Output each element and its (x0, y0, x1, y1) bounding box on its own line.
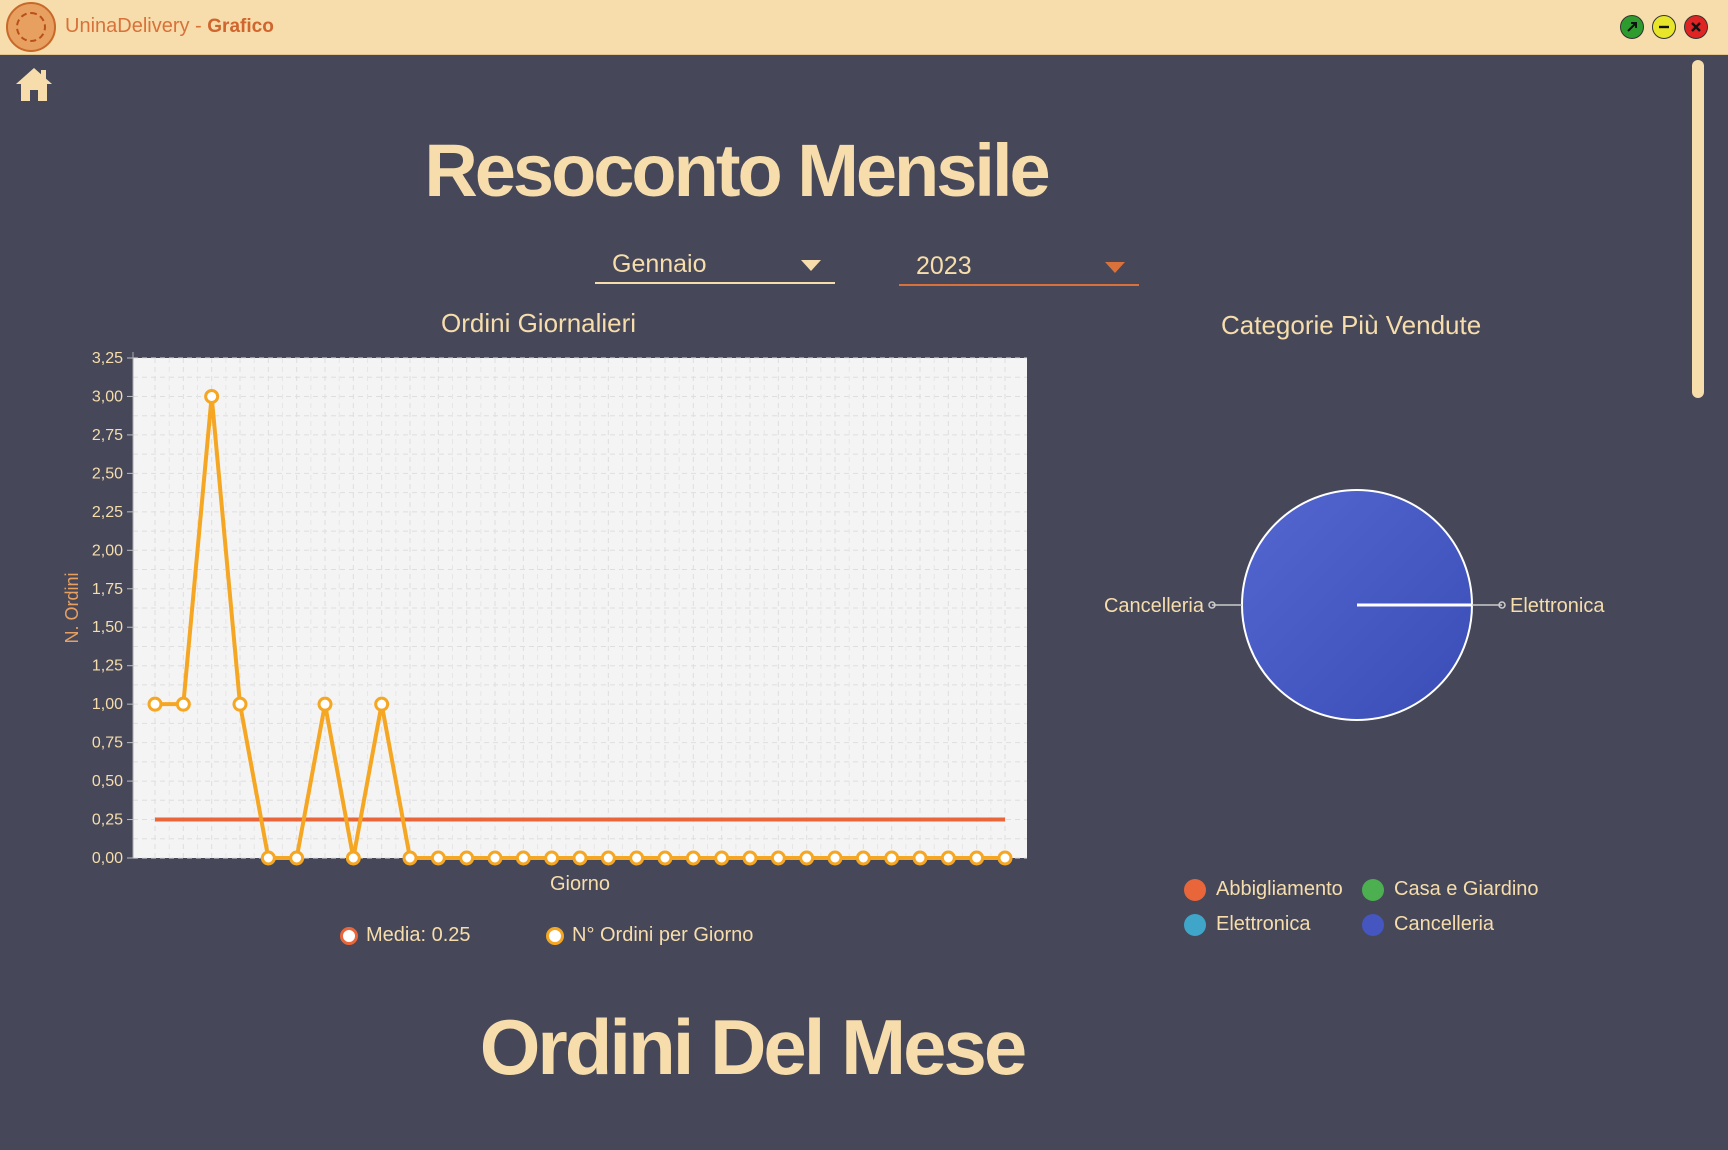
data-point (461, 852, 473, 864)
data-point (687, 852, 699, 864)
data-point (857, 852, 869, 864)
close-button[interactable] (1684, 15, 1708, 39)
maximize-button[interactable] (1620, 15, 1644, 39)
chevron-down-icon (1105, 262, 1125, 273)
pie-legend-label: Abbigliamento (1216, 878, 1343, 901)
legend-swatch (1362, 879, 1384, 901)
data-point (177, 698, 189, 710)
legend-orders-label: N° Ordini per Giorno (572, 924, 753, 947)
window-title: UninaDelivery - Grafico (65, 15, 274, 38)
data-point (914, 852, 926, 864)
y-axis-label: N. Ordini (62, 572, 82, 643)
y-tick-label: 3,00 (92, 388, 123, 405)
pie-chart-title: Categorie Più Vendute (1221, 310, 1481, 341)
y-tick-label: 1,00 (92, 696, 123, 713)
data-point (999, 852, 1011, 864)
y-tick-label: 0,00 (92, 850, 123, 867)
vertical-scrollbar[interactable] (1692, 60, 1704, 398)
data-point (942, 852, 954, 864)
university-seal-icon (6, 2, 56, 52)
year-dropdown[interactable]: 2023 (899, 246, 1139, 286)
legend-swatch (1362, 914, 1384, 936)
pie-legend-abbigliamento: Abbigliamento (1184, 878, 1343, 901)
data-point (744, 852, 756, 864)
pie-legend-label: Casa e Giardino (1394, 878, 1539, 901)
home-icon[interactable] (14, 64, 54, 104)
title-separator: - (190, 15, 208, 37)
data-point (602, 852, 614, 864)
data-point (319, 698, 331, 710)
legend-mean-marker (340, 927, 358, 945)
y-tick-label: 1,50 (92, 619, 123, 636)
app-name: UninaDelivery (65, 15, 190, 37)
pie-legend-cancelleria: Cancelleria (1362, 913, 1494, 936)
maximize-icon (1625, 20, 1639, 34)
pie-legend-label: Elettronica (1216, 913, 1311, 936)
data-point (517, 852, 529, 864)
y-tick-label: 2,75 (92, 427, 123, 444)
pie-label-cancelleria: Cancelleria (1104, 595, 1205, 617)
data-point (772, 852, 784, 864)
data-point (546, 852, 558, 864)
y-tick-label: 2,50 (92, 465, 123, 482)
close-icon (1689, 20, 1703, 34)
title-bar: UninaDelivery - Grafico (0, 0, 1728, 55)
data-point (432, 852, 444, 864)
data-point (801, 852, 813, 864)
month-dropdown[interactable]: Gennaio (595, 244, 835, 284)
y-tick-label: 1,25 (92, 658, 123, 675)
line-chart: 0,00 0,25 0,50 0,75 1,00 1,25 1,50 1,75 2,00 2,25… (0, 330, 1060, 910)
minimize-icon (1657, 20, 1671, 34)
y-tick-label: 2,00 (92, 542, 123, 559)
data-point (886, 852, 898, 864)
pie-legend-elettronica: Elettronica (1184, 913, 1311, 936)
data-point (206, 390, 218, 402)
data-point (262, 852, 274, 864)
y-tick-label: 0,25 (92, 812, 123, 829)
chevron-down-icon (801, 260, 821, 271)
data-point (404, 852, 416, 864)
y-tick-label: 0,50 (92, 773, 123, 790)
y-tick-label: 0,75 (92, 735, 123, 752)
data-point (631, 852, 643, 864)
data-point (149, 698, 161, 710)
legend-orders: N° Ordini per Giorno (546, 924, 753, 947)
pie-label-elettronica: Elettronica (1510, 595, 1605, 617)
data-point (829, 852, 841, 864)
minimize-button[interactable] (1652, 15, 1676, 39)
legend-swatch (1184, 879, 1206, 901)
year-value: 2023 (916, 252, 972, 281)
data-point (376, 698, 388, 710)
legend-swatch (1184, 914, 1206, 936)
y-tick-label: 2,25 (92, 504, 123, 521)
data-point (659, 852, 671, 864)
data-point (971, 852, 983, 864)
section-title-orders: Ordini Del Mese (0, 1002, 1616, 1093)
legend-mean: Media: 0.25 (340, 924, 471, 947)
data-point (291, 852, 303, 864)
data-point (716, 852, 728, 864)
pie-legend-label: Cancelleria (1394, 913, 1494, 936)
data-point (234, 698, 246, 710)
pie-legend-casa-giardino: Casa e Giardino (1362, 878, 1539, 901)
data-point (489, 852, 501, 864)
pie-chart: Cancelleria Elettronica (1080, 460, 1640, 750)
month-value: Gennaio (612, 250, 707, 279)
x-axis-label: Giorno (550, 873, 610, 895)
legend-mean-label: Media: 0.25 (366, 924, 471, 947)
data-point (347, 852, 359, 864)
y-tick-label: 1,75 (92, 581, 123, 598)
section-name: Grafico (207, 16, 274, 37)
legend-orders-marker (546, 927, 564, 945)
data-point (574, 852, 586, 864)
y-tick-label: 3,25 (92, 350, 123, 367)
page-title: Resoconto Mensile (0, 128, 1600, 213)
